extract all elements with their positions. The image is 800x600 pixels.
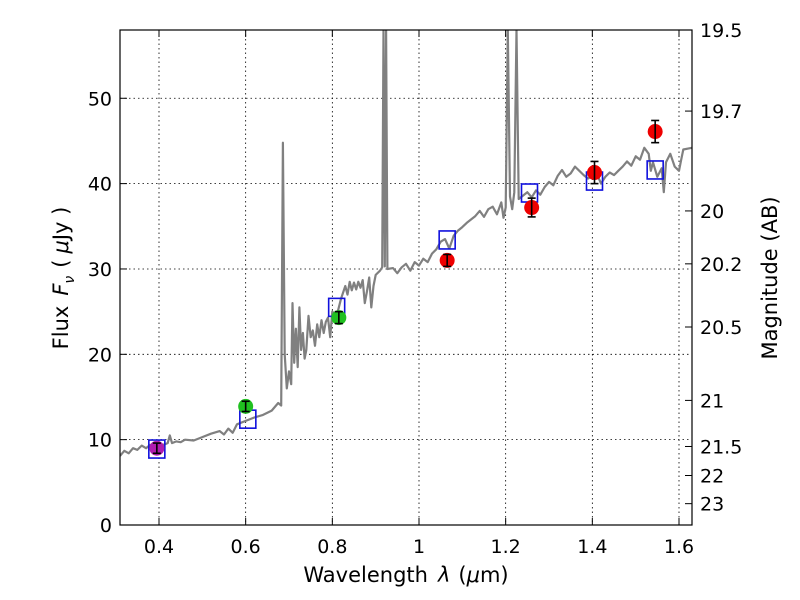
- model-photometry-square: [148, 439, 166, 459]
- y-tick-label: 20: [88, 344, 112, 366]
- x-tick-label: 1.6: [664, 536, 694, 558]
- grid: [120, 30, 692, 525]
- plot-series: [120, 30, 692, 459]
- y2-tick-label: 19.5: [700, 20, 742, 42]
- spectrum-line: [120, 30, 692, 457]
- axis-ticks: 0.4 0.6 0.8 1 1.2 1.4 1.6 0 10 20 30 40 50 19.5 19.7 20…: [88, 20, 743, 558]
- y2-tick-label: 19.7: [700, 101, 742, 123]
- y-tick-label: 10: [88, 430, 112, 452]
- y2-tick-label: 20.2: [700, 254, 742, 276]
- x-tick-label: 1: [413, 536, 425, 558]
- y2-tick-label: 21.5: [700, 436, 742, 458]
- y-tick-label: 30: [88, 259, 112, 281]
- y-tick-label: 40: [88, 174, 112, 196]
- y-tick-label: 50: [88, 88, 112, 110]
- x-tick-label: 0.4: [144, 536, 174, 558]
- model-photometry-square: [438, 230, 456, 250]
- x-tick-label: 1.4: [577, 536, 607, 558]
- y2-axis-label: Magnitude (AB): [758, 196, 782, 359]
- y2-tick-label: 20.5: [700, 317, 742, 339]
- y-tick-label: 0: [100, 515, 112, 537]
- x-tick-label: 0.6: [231, 536, 261, 558]
- y2-tick-label: 23: [700, 494, 724, 516]
- y2-tick-label: 20: [700, 201, 724, 223]
- plot-frame: [119, 29, 693, 526]
- x-tick-label: 0.8: [317, 536, 347, 558]
- x-tick-label: 1.2: [491, 536, 521, 558]
- model-photometry-square: [646, 160, 664, 180]
- y-axis-label: FluxFν(μJy ): [49, 207, 78, 350]
- y2-tick-label: 21: [700, 390, 724, 412]
- y2-tick-label: 22: [700, 466, 724, 488]
- x-axis-label: Wavelength λ (μm): [303, 563, 508, 587]
